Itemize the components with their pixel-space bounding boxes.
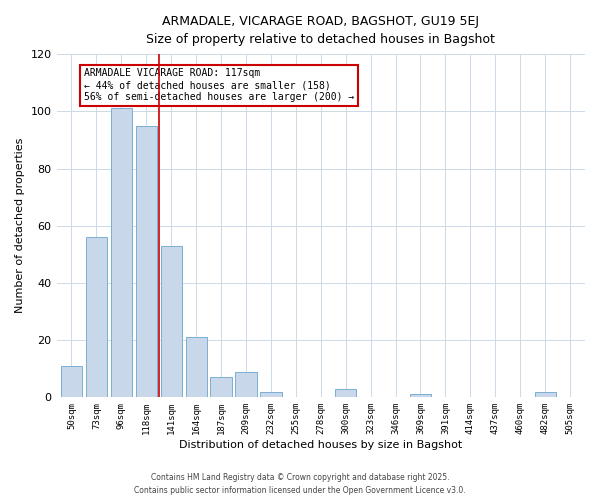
Y-axis label: Number of detached properties: Number of detached properties: [15, 138, 25, 314]
Bar: [185, 338, 207, 398]
Title: ARMADALE, VICARAGE ROAD, BAGSHOT, GU19 5EJ
Size of property relative to detached: ARMADALE, VICARAGE ROAD, BAGSHOT, GU19 5…: [146, 15, 495, 46]
Bar: [410, 394, 431, 398]
Bar: [535, 392, 556, 398]
X-axis label: Distribution of detached houses by size in Bagshot: Distribution of detached houses by size …: [179, 440, 463, 450]
Bar: [111, 108, 132, 398]
Bar: [161, 246, 182, 398]
Bar: [260, 392, 281, 398]
Bar: [335, 389, 356, 398]
Text: ARMADALE VICARAGE ROAD: 117sqm
← 44% of detached houses are smaller (158)
56% of: ARMADALE VICARAGE ROAD: 117sqm ← 44% of …: [84, 68, 354, 102]
Text: Contains HM Land Registry data © Crown copyright and database right 2025.
Contai: Contains HM Land Registry data © Crown c…: [134, 474, 466, 495]
Bar: [136, 126, 157, 398]
Bar: [211, 378, 232, 398]
Bar: [61, 366, 82, 398]
Bar: [235, 372, 257, 398]
Bar: [86, 237, 107, 398]
